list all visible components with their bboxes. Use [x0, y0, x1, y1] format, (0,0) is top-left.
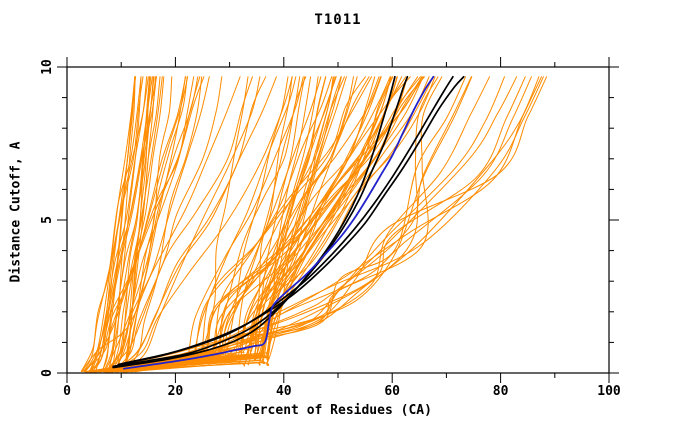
x-tick-label: 40	[276, 384, 292, 399]
server-models-orange	[110, 76, 161, 372]
server-models-orange	[130, 76, 467, 373]
chart-title: T1011	[314, 12, 362, 28]
server-models-orange	[84, 76, 157, 372]
x-tick-label: 20	[168, 384, 184, 399]
model-blue	[123, 75, 435, 370]
server-models-orange	[103, 76, 154, 372]
x-tick-label: 100	[597, 384, 621, 399]
server-models-orange	[126, 76, 408, 373]
model-black-4	[123, 75, 465, 365]
server-models-orange	[103, 76, 532, 373]
x-tick-label: 0	[63, 384, 71, 399]
server-models-orange	[109, 76, 358, 373]
x-tick-label: 60	[384, 384, 400, 399]
server-models-orange	[83, 76, 189, 372]
server-models-orange	[105, 76, 195, 372]
server-models-orange	[91, 76, 526, 373]
server-models-orange	[112, 76, 223, 372]
x-tick-label: 80	[493, 384, 509, 399]
server-models-orange	[107, 76, 142, 372]
server-models-orange	[120, 76, 391, 373]
y-tick-label: 10	[40, 59, 55, 75]
server-models-orange	[104, 76, 253, 372]
server-models-orange	[81, 76, 241, 372]
server-models-orange	[113, 76, 188, 372]
server-models-orange	[83, 76, 142, 372]
server-models-orange	[81, 76, 205, 372]
server-models-orange	[80, 76, 149, 372]
y-tick-label: 5	[40, 216, 55, 224]
server-models-orange	[109, 76, 277, 372]
x-axis-title: Percent of Residues (CA)	[244, 403, 432, 418]
server-models-orange	[101, 76, 136, 372]
server-models-orange	[104, 76, 210, 372]
server-models-orange	[112, 76, 267, 372]
server-models-orange	[123, 76, 156, 372]
server-models-orange	[124, 76, 150, 372]
server-models-orange	[119, 76, 186, 372]
y-tick-label: 0	[40, 369, 55, 377]
